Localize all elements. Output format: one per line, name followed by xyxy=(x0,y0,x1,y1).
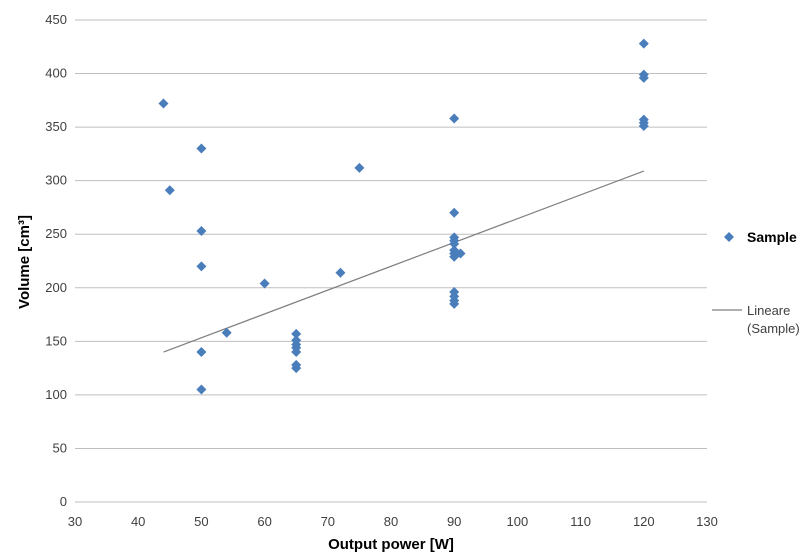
legend-sample-label: Sample xyxy=(747,229,797,245)
x-tick-label: 40 xyxy=(131,514,145,529)
data-point xyxy=(158,98,169,109)
y-tick-label: 0 xyxy=(60,494,67,509)
data-point xyxy=(449,238,460,249)
data-point xyxy=(291,328,302,339)
data-point xyxy=(335,267,346,278)
data-point xyxy=(164,185,175,196)
data-point xyxy=(196,261,207,272)
y-tick-label: 100 xyxy=(45,387,67,402)
data-point xyxy=(354,162,365,173)
data-point xyxy=(449,113,460,124)
y-tick-label: 150 xyxy=(45,333,67,348)
scatter-points xyxy=(158,38,649,395)
x-tick-label: 100 xyxy=(507,514,529,529)
y-tick-label: 450 xyxy=(45,12,67,27)
data-point xyxy=(196,143,207,154)
y-tick-labels: 0 50 100 150 200 250 300 350 400 450 xyxy=(45,12,67,509)
trendline xyxy=(163,170,645,353)
x-tick-label: 70 xyxy=(321,514,335,529)
data-point xyxy=(638,38,649,49)
x-tick-label: 60 xyxy=(257,514,271,529)
y-tick-label: 350 xyxy=(45,119,67,134)
data-point xyxy=(455,248,466,259)
legend-trend-label-line1: Lineare xyxy=(747,303,790,318)
legend-trend-label-line2: (Sample) xyxy=(747,321,800,336)
x-tick-labels: 30 40 50 60 70 80 90 100 110 120 130 xyxy=(68,514,718,529)
y-tick-label: 250 xyxy=(45,226,67,241)
legend: Sample Lineare (Sample) xyxy=(712,229,800,336)
y-tick-label: 200 xyxy=(45,280,67,295)
y-tick-label: 400 xyxy=(45,66,67,81)
x-tick-label: 80 xyxy=(384,514,398,529)
x-tick-label: 120 xyxy=(633,514,655,529)
data-point xyxy=(291,363,302,374)
data-point xyxy=(638,121,649,132)
y-tick-label: 50 xyxy=(53,440,67,455)
x-tick-label: 130 xyxy=(696,514,718,529)
y-axis-title: Volume [cm³] xyxy=(16,215,33,309)
data-point xyxy=(291,347,302,358)
data-point xyxy=(196,347,207,358)
data-point xyxy=(221,327,232,338)
legend-sample-marker xyxy=(724,232,734,242)
x-tick-label: 30 xyxy=(68,514,82,529)
data-point xyxy=(638,72,649,83)
gridlines xyxy=(75,19,707,449)
x-axis-title: Output power [W] xyxy=(328,536,454,553)
x-tick-label: 50 xyxy=(194,514,208,529)
trendline-group xyxy=(163,170,645,353)
data-point xyxy=(449,298,460,309)
data-point xyxy=(449,207,460,218)
data-point xyxy=(259,278,270,289)
y-tick-label: 300 xyxy=(45,173,67,188)
data-point xyxy=(196,384,207,395)
x-tick-label: 90 xyxy=(447,514,461,529)
data-point xyxy=(196,226,207,237)
x-tick-label: 110 xyxy=(570,514,591,529)
